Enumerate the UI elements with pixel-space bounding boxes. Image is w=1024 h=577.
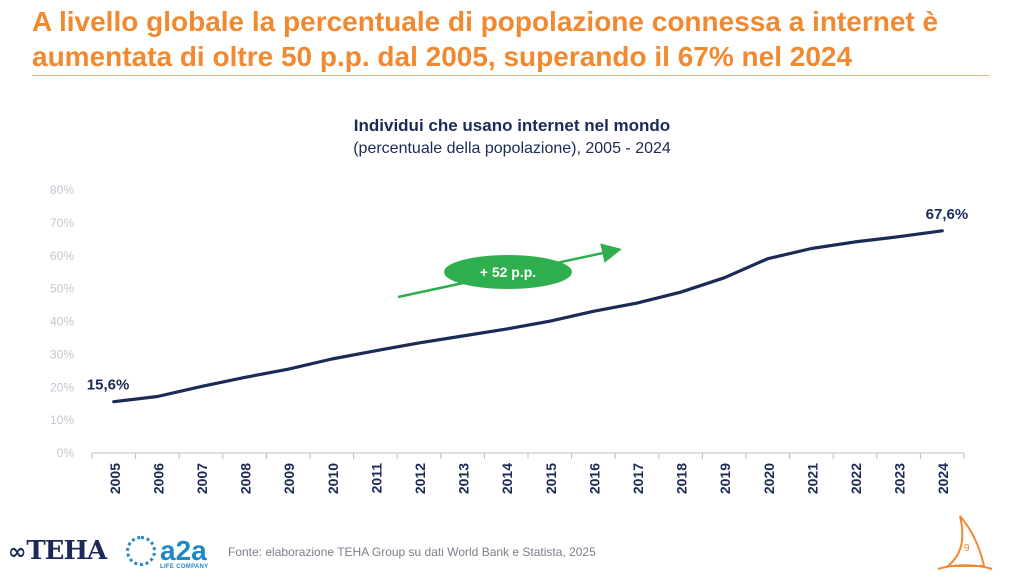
x-tick-label: 2006 (150, 463, 166, 494)
y-tick-label: 10% (50, 413, 74, 427)
x-tick-label: 2009 (281, 463, 297, 494)
y-tick-label: 70% (50, 216, 74, 230)
teha-logo: ∞TEHA (8, 536, 107, 566)
y-tick-label: 30% (50, 347, 74, 361)
x-tick-label: 2024 (935, 463, 951, 494)
x-tick-label: 2023 (892, 463, 908, 494)
x-tick-label: 2020 (761, 463, 777, 494)
x-tick-label: 2016 (586, 463, 602, 494)
x-tick-label: 2007 (194, 463, 210, 494)
x-tick-label: 2014 (499, 463, 515, 494)
source-note: Fonte: elaborazione TEHA Group su dati W… (228, 545, 596, 559)
a2a-logo-subtitle: LIFE COMPANY (160, 564, 209, 570)
x-axis: 2005 2006 2007 2008 2009 2010 2011 2012 2013 2014… (91, 452, 965, 494)
x-tick-label: 2018 (674, 463, 690, 494)
x-tick-label: 2022 (848, 463, 864, 494)
headline-divider (32, 75, 990, 76)
teha-logo-text: TEHA (26, 536, 107, 566)
x-tick-label: 2011 (368, 463, 384, 494)
x-tick-label: 2012 (412, 463, 428, 494)
value-labels: 15,6% 67,6% (87, 206, 968, 394)
chart-title: Individui che usano internet nel mondo (353, 116, 671, 135)
y-axis-labels: 0% 10% 20% 30% 40% 50% 60% 70% 80% (50, 183, 74, 460)
x-tick-label: 2015 (543, 463, 559, 494)
x-tick-label: 2010 (325, 463, 341, 494)
series-layer (112, 229, 944, 404)
start-value-label: 15,6% (87, 377, 130, 394)
a2a-mark-icon (126, 536, 156, 566)
a2a-logo: a2a (126, 536, 207, 566)
x-tick-label: 2008 (238, 463, 254, 494)
page-headline: A livello globale la percentuale di popo… (32, 6, 939, 72)
series-line (112, 229, 944, 404)
teha-mark-icon: ∞ (8, 540, 26, 565)
x-tick-label: 2019 (717, 463, 733, 494)
end-value-label: 67,6% (926, 206, 969, 223)
x-tick-label: 2017 (630, 463, 646, 494)
y-tick-label: 20% (50, 380, 74, 394)
chart-subtitle: (percentuale della popolazione), 2005 - … (353, 140, 671, 157)
y-tick-label: 60% (50, 249, 74, 263)
x-tick-label: 2005 (107, 463, 123, 494)
annotation-text: + 52 p.p. (480, 264, 536, 280)
x-tick-label: 2013 (456, 463, 472, 494)
y-tick-label: 0% (57, 446, 75, 460)
page-number: 9 (964, 543, 970, 554)
growth-annotation: + 52 p.p. (397, 243, 622, 299)
annotation-pill (444, 255, 572, 289)
a2a-logo-text: a2a (160, 535, 207, 566)
x-tick-label: 2021 (804, 463, 820, 494)
y-tick-label: 40% (50, 315, 74, 329)
y-tick-label: 80% (50, 183, 74, 197)
sail-icon (937, 515, 993, 570)
y-tick-label: 50% (50, 282, 74, 296)
